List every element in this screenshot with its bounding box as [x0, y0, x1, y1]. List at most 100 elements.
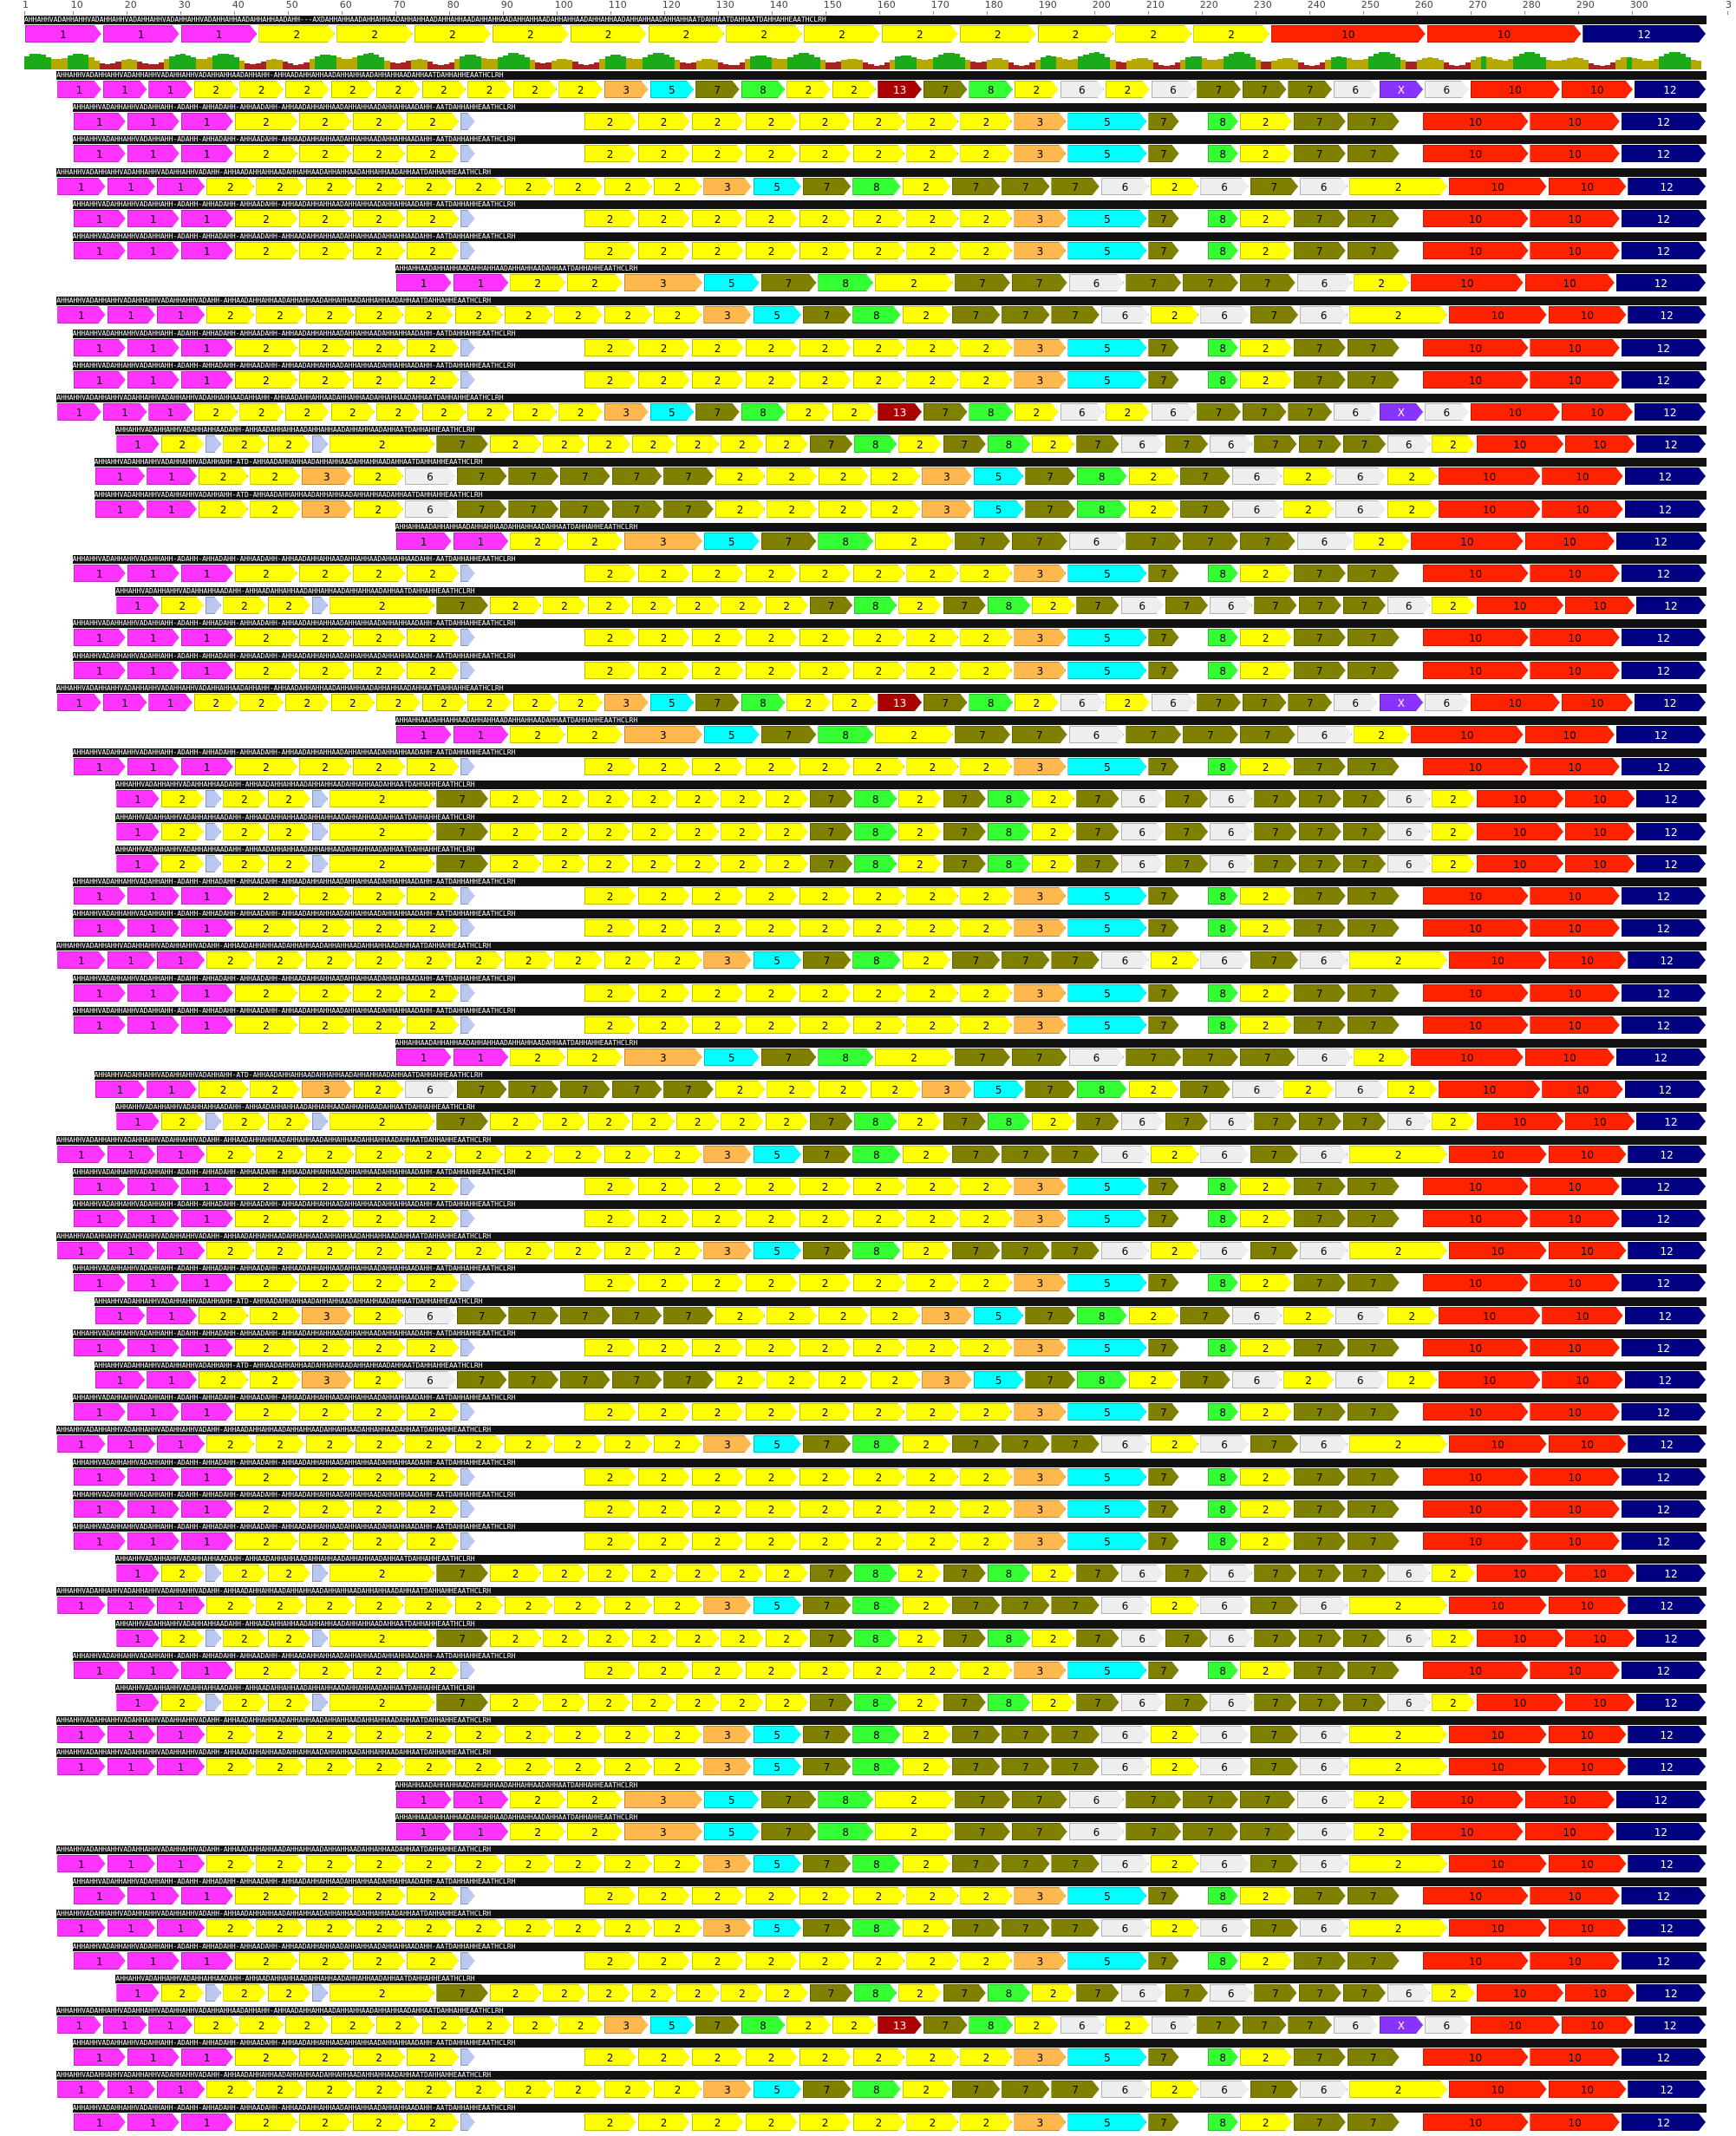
- domain-arrow[interactable]: 1: [108, 1146, 155, 1163]
- domain-arrow[interactable]: 2: [960, 1339, 1012, 1356]
- domain-arrow[interactable]: 2: [654, 1242, 702, 1259]
- domain-arrow[interactable]: 7: [457, 500, 507, 518]
- domain-arrow[interactable]: 2: [898, 855, 941, 872]
- domain-arrow[interactable]: 2: [235, 1532, 297, 1550]
- domain-arrow[interactable]: 5: [650, 694, 695, 711]
- domain-arrow[interactable]: 2: [692, 887, 744, 905]
- domain-arrow[interactable]: 12: [1628, 306, 1706, 323]
- domain-arrow[interactable]: 2: [692, 1210, 744, 1227]
- domain-arrow[interactable]: 7: [1250, 1242, 1298, 1259]
- domain-arrow[interactable]: 12: [1622, 662, 1706, 679]
- domain-arrow[interactable]: 3: [1014, 1403, 1066, 1421]
- domain-arrow[interactable]: 2: [903, 1146, 950, 1163]
- domain-arrow[interactable]: 2: [786, 81, 831, 98]
- domain-arrow[interactable]: 2: [455, 1919, 503, 1937]
- domain-arrow[interactable]: 10: [1530, 1016, 1619, 1034]
- domain-arrow[interactable]: 2: [353, 1887, 405, 1904]
- domain-arrow[interactable]: 7: [803, 1758, 851, 1775]
- domain-arrow[interactable]: 7: [803, 1726, 851, 1743]
- domain-arrow[interactable]: 6: [1152, 81, 1196, 98]
- domain-arrow[interactable]: 7: [1348, 1952, 1400, 1969]
- domain-arrow[interactable]: 2: [490, 597, 541, 614]
- domain-arrow[interactable]: 7: [1254, 790, 1296, 807]
- domain-arrow[interactable]: 2: [356, 1726, 403, 1743]
- domain-arrow[interactable]: 2: [799, 984, 852, 1002]
- domain-arrow[interactable]: 2: [799, 565, 852, 582]
- domain-arrow[interactable]: 2: [1354, 1048, 1409, 1066]
- domain-arrow[interactable]: 7: [803, 1855, 851, 1872]
- domain-arrow[interactable]: 1: [157, 1855, 205, 1872]
- domain-arrow[interactable]: 2: [1240, 339, 1292, 356]
- domain-arrow[interactable]: [460, 210, 475, 227]
- domain-arrow[interactable]: 2: [223, 1984, 265, 2002]
- domain-arrow[interactable]: 7: [1343, 435, 1386, 453]
- domain-arrow[interactable]: 2: [799, 1339, 852, 1356]
- domain-arrow[interactable]: 1: [74, 1532, 126, 1550]
- domain-arrow[interactable]: 7: [1148, 1178, 1178, 1195]
- domain-arrow[interactable]: 2: [306, 178, 354, 195]
- domain-arrow[interactable]: 7: [923, 694, 968, 711]
- domain-arrow[interactable]: 3: [624, 1048, 702, 1066]
- domain-arrow[interactable]: 7: [810, 855, 852, 872]
- domain-arrow[interactable]: 7: [943, 1984, 986, 2002]
- domain-arrow[interactable]: 2: [799, 919, 852, 937]
- domain-arrow[interactable]: 7: [761, 274, 817, 291]
- domain-arrow[interactable]: 2: [906, 565, 958, 582]
- domain-arrow[interactable]: 8: [988, 1630, 1030, 1647]
- domain-arrow[interactable]: 8: [969, 403, 1013, 421]
- domain-arrow[interactable]: 2: [199, 1081, 249, 1098]
- domain-arrow[interactable]: 7: [695, 2016, 740, 2034]
- domain-arrow[interactable]: 2: [306, 1919, 354, 1937]
- domain-arrow[interactable]: 2: [584, 1532, 636, 1550]
- domain-arrow[interactable]: 10: [1411, 1048, 1523, 1066]
- domain-arrow[interactable]: 2: [588, 823, 630, 840]
- domain-arrow[interactable]: 2: [554, 1758, 602, 1775]
- domain-arrow[interactable]: 2: [692, 242, 744, 259]
- domain-arrow[interactable]: 5: [754, 1919, 801, 1937]
- domain-arrow[interactable]: 8: [1208, 919, 1238, 937]
- domain-arrow[interactable]: 2: [853, 339, 905, 356]
- domain-arrow[interactable]: 1: [108, 178, 155, 195]
- domain-arrow[interactable]: 10: [1542, 1371, 1622, 1388]
- domain-arrow[interactable]: 2: [799, 1178, 852, 1195]
- domain-arrow[interactable]: 7: [1002, 1855, 1049, 1872]
- domain-arrow[interactable]: 2: [235, 662, 297, 679]
- domain-arrow[interactable]: 5: [1067, 2048, 1146, 2066]
- domain-arrow[interactable]: 8: [1208, 1887, 1238, 1904]
- domain-arrow[interactable]: 8: [1077, 1081, 1127, 1098]
- domain-arrow[interactable]: 1: [181, 339, 233, 356]
- domain-arrow[interactable]: 2: [1240, 1274, 1292, 1291]
- domain-arrow[interactable]: 7: [1012, 1823, 1067, 1840]
- domain-arrow[interactable]: 10: [1530, 1178, 1619, 1195]
- domain-arrow[interactable]: 10: [1423, 210, 1529, 227]
- domain-arrow[interactable]: 2: [903, 178, 950, 195]
- domain-arrow[interactable]: 2: [299, 339, 351, 356]
- domain-arrow[interactable]: 7: [923, 403, 968, 421]
- domain-arrow[interactable]: 7: [1343, 1113, 1386, 1130]
- domain-arrow[interactable]: 6: [1121, 1564, 1164, 1582]
- domain-arrow[interactable]: 7: [1051, 1758, 1099, 1775]
- domain-arrow[interactable]: 7: [803, 1919, 851, 1937]
- domain-arrow[interactable]: 2: [649, 25, 725, 42]
- domain-arrow[interactable]: 10: [1423, 1662, 1529, 1679]
- domain-arrow[interactable]: 12: [1622, 210, 1706, 227]
- domain-arrow[interactable]: 2: [455, 1758, 503, 1775]
- domain-arrow[interactable]: 1: [181, 1468, 233, 1486]
- domain-arrow[interactable]: 10: [1549, 1919, 1627, 1937]
- domain-arrow[interactable]: 6: [1300, 1597, 1348, 1614]
- domain-arrow[interactable]: 7: [1250, 1855, 1298, 1872]
- domain-arrow[interactable]: 2: [692, 1339, 744, 1356]
- domain-arrow[interactable]: 10: [1449, 1758, 1547, 1775]
- domain-arrow[interactable]: 2: [875, 532, 953, 550]
- domain-arrow[interactable]: 1: [57, 178, 105, 195]
- domain-arrow[interactable]: 10: [1449, 178, 1547, 195]
- domain-arrow[interactable]: 2: [407, 1339, 459, 1356]
- domain-arrow[interactable]: 6: [1425, 2016, 1469, 2034]
- domain-arrow[interactable]: 2: [505, 1597, 552, 1614]
- domain-arrow[interactable]: 2: [256, 1726, 303, 1743]
- domain-arrow[interactable]: 7: [1294, 339, 1346, 356]
- domain-arrow[interactable]: 2: [654, 2080, 702, 2098]
- domain-arrow[interactable]: 2: [235, 242, 297, 259]
- domain-arrow[interactable]: 10: [1449, 951, 1547, 969]
- domain-arrow[interactable]: 2: [235, 1500, 297, 1518]
